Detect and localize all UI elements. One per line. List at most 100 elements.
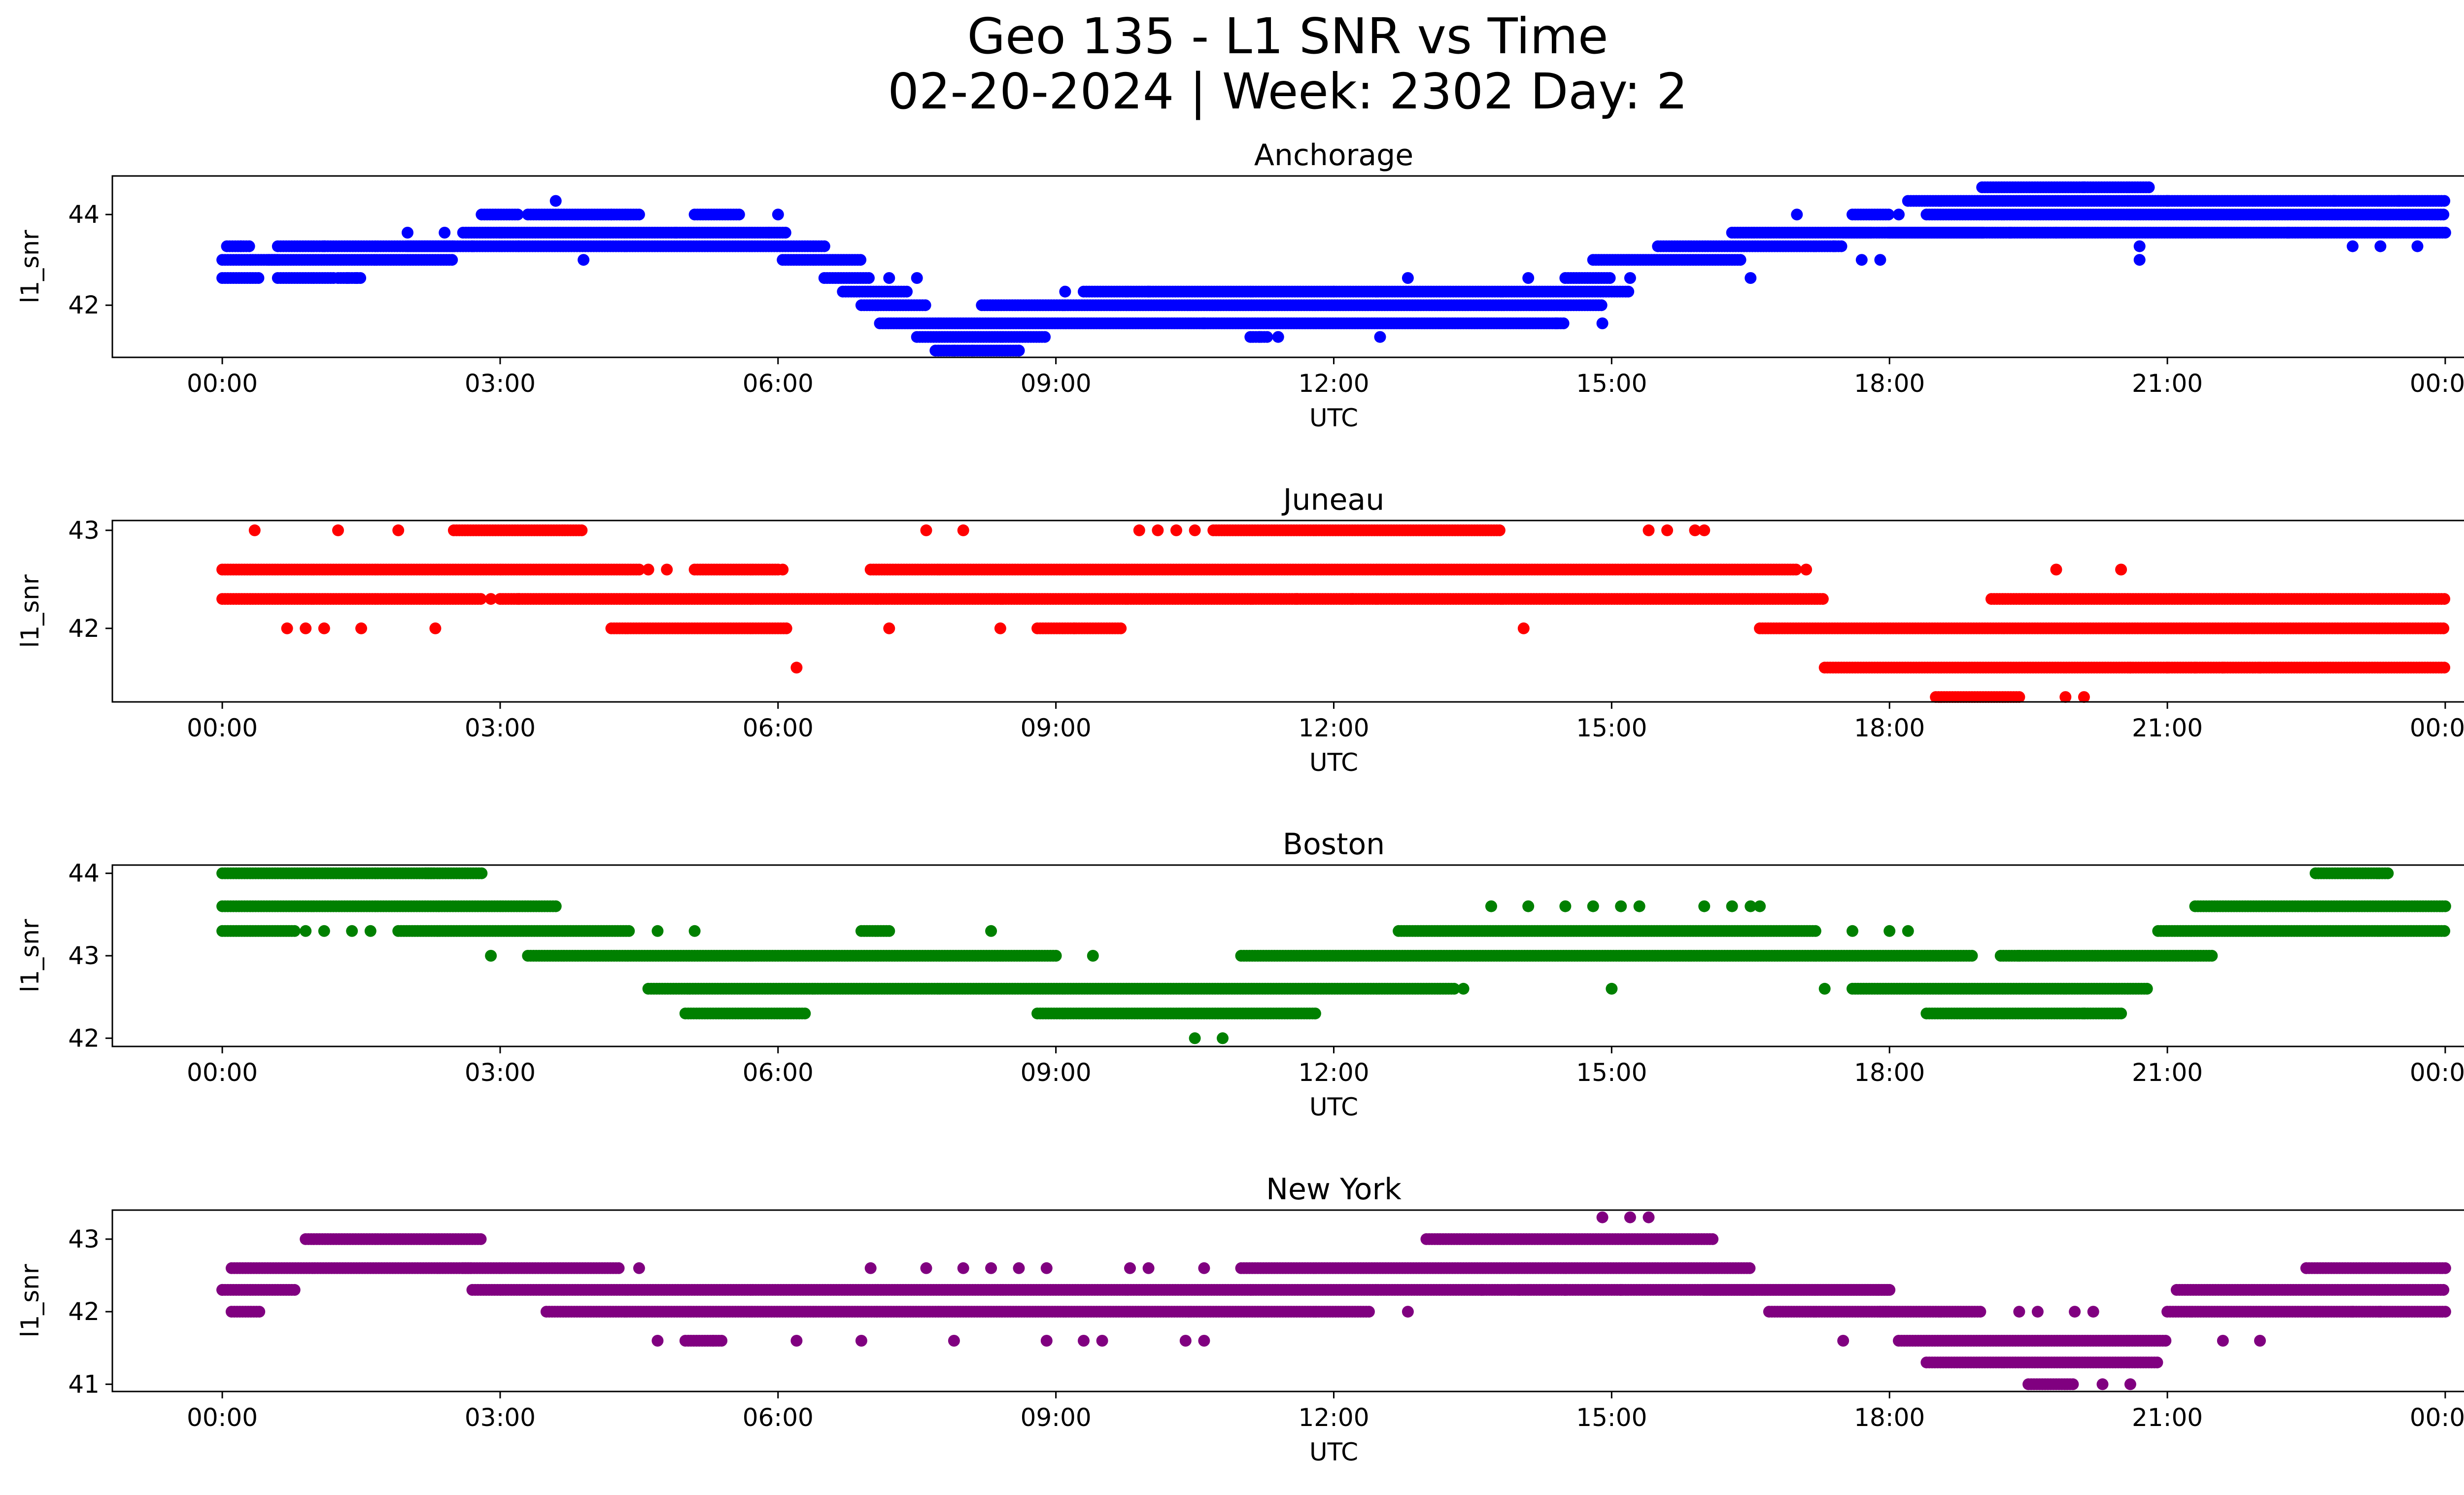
data-point: [901, 285, 913, 298]
x-tick-label: 00:00: [2410, 714, 2464, 742]
figure-title: Geo 135 - L1 SNR vs Time 02-20-2024 | We…: [0, 9, 2464, 119]
data-point: [1855, 254, 1868, 266]
data-point: [818, 240, 830, 252]
data-point: [855, 254, 867, 266]
data-point: [429, 622, 442, 634]
subplot-juneau: 00:00 03:00 06:00 09:00 12:00 15:00 18:00 21:00…: [16, 483, 2464, 777]
x-tick-label: 09:00: [1021, 369, 1092, 398]
data-point: [2347, 240, 2359, 252]
data-point: [883, 272, 895, 284]
data-point: [1059, 285, 1071, 298]
data-point: [1013, 345, 1025, 357]
data-point: [1622, 285, 1635, 298]
data-point: [1596, 317, 1608, 329]
data-point: [642, 563, 654, 576]
data-point: [919, 299, 931, 312]
data-point: [512, 209, 524, 221]
scatter-points: [216, 524, 2451, 703]
x-tick-label: 21:00: [2132, 714, 2203, 742]
data-point: [2161, 661, 2174, 674]
data-point: [1133, 524, 1145, 536]
data-point: [332, 524, 344, 536]
x-tick-label: 18:00: [1854, 369, 1925, 398]
subplot-anchorage: 00:00 03:00 06:00 09:00 12:00 15:00 18:00 21:00…: [16, 138, 2464, 432]
data-point: [1170, 524, 1182, 536]
data-point: [1893, 209, 1905, 221]
data-point: [1291, 593, 1303, 605]
data-point: [790, 661, 803, 674]
data-point: [402, 227, 413, 239]
data-point: [318, 240, 330, 252]
data-point: [446, 254, 458, 266]
subplot-boston: 00:00 03:00 06:00 09:00 12:00 15:00 18:00 21:00…: [16, 827, 2464, 1121]
data-point: [392, 524, 405, 536]
data-point: [1039, 331, 1051, 343]
x-tick-label: 15:00: [1576, 714, 1647, 742]
y-tick-label: 43: [68, 516, 100, 545]
y-tick-label: 42: [68, 291, 100, 319]
data-point: [661, 563, 673, 576]
data-point: [2439, 227, 2451, 239]
data-point: [281, 622, 293, 634]
y-tick-label: 42: [68, 614, 100, 643]
x-tick-label: 06:00: [743, 714, 814, 742]
data-point: [2124, 661, 2136, 674]
data-point: [966, 345, 979, 357]
data-point: [957, 524, 969, 536]
data-point: [2411, 240, 2424, 252]
data-point: [1790, 563, 1802, 576]
data-point: [1254, 331, 1266, 343]
data-point: [549, 195, 562, 207]
data-point: [670, 227, 682, 239]
data-point: [911, 272, 923, 284]
data-point: [2437, 209, 2450, 221]
data-point: [578, 254, 590, 266]
scatter-points: [216, 867, 2451, 1044]
data-point: [1604, 272, 1616, 284]
data-point: [1493, 524, 1506, 536]
data-point: [1152, 524, 1164, 536]
x-tick-label: 18:00: [1854, 714, 1925, 742]
x-tick-label: 06:00: [743, 369, 814, 398]
data-point: [994, 622, 1006, 634]
data-point: [772, 209, 784, 221]
data-point: [1374, 331, 1386, 343]
data-point: [1189, 524, 1201, 536]
data-point: [1791, 209, 1803, 221]
data-point: [2217, 661, 2229, 674]
x-axis-label: UTC: [1309, 748, 1358, 777]
data-point: [485, 593, 497, 605]
data-point: [633, 209, 645, 221]
data-point: [1328, 285, 1340, 298]
data-point: [780, 622, 792, 634]
data-point: [300, 622, 312, 634]
subplot-title: Anchorage: [1254, 138, 1413, 173]
x-tick-label: 00:00: [2410, 369, 2464, 398]
data-point: [2282, 227, 2294, 239]
axes-frame: [111, 520, 2464, 703]
data-point: [1198, 317, 1210, 329]
data-point: [252, 272, 265, 284]
data-point: [1661, 524, 1674, 536]
data-point: [779, 227, 791, 239]
data-point: [513, 240, 525, 252]
data-point: [2254, 661, 2266, 674]
data-point: [2161, 195, 2174, 207]
x-axis-label: UTC: [1309, 404, 1358, 432]
subplot-title: Juneau: [1281, 483, 1384, 517]
data-point: [248, 524, 261, 536]
data-point: [355, 622, 367, 634]
data-point: [2438, 195, 2451, 207]
data-point: [883, 622, 895, 634]
data-point: [2328, 195, 2340, 207]
data-point: [1595, 299, 1608, 312]
data-point: [2143, 181, 2155, 193]
data-point: [235, 240, 247, 252]
data-point: [288, 925, 301, 937]
x-tick-label: 00:00: [187, 369, 258, 398]
data-point: [1346, 593, 1359, 605]
data-point: [1816, 593, 1829, 605]
data-point: [1402, 272, 1414, 284]
y-tick-label: 44: [68, 200, 100, 229]
y-axis-label: l1_snr: [16, 574, 44, 648]
